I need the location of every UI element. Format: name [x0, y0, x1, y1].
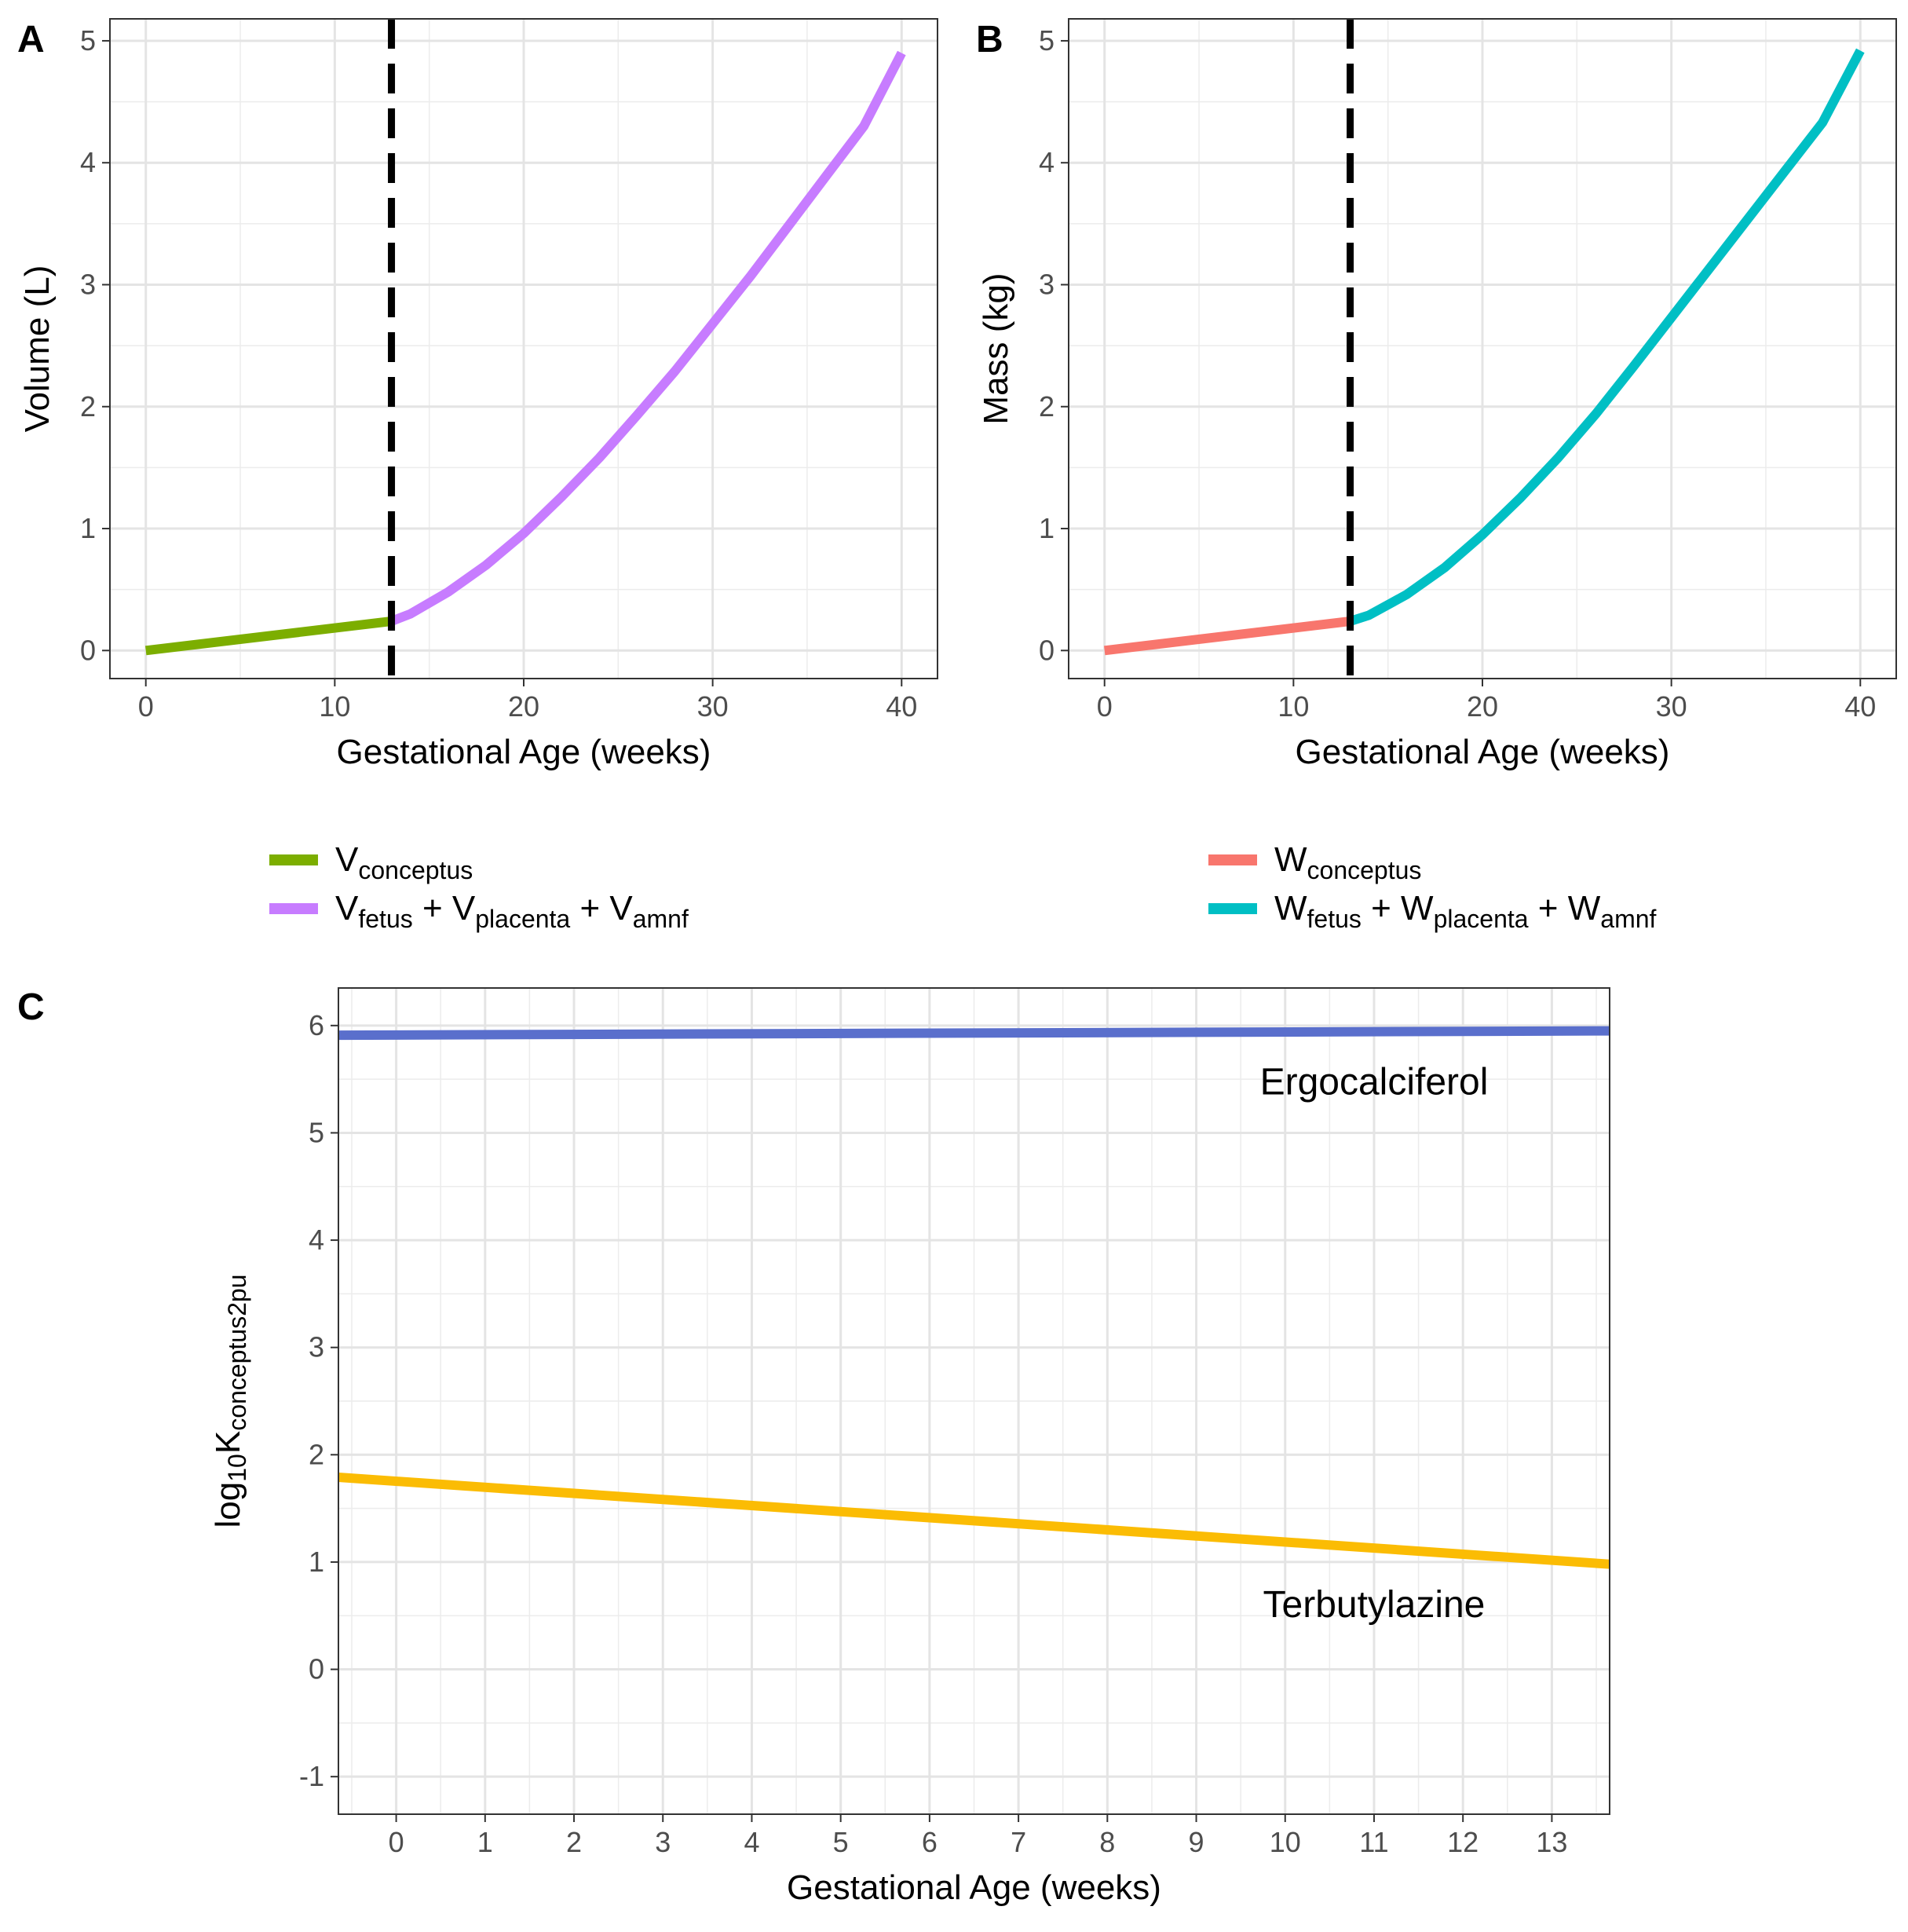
series-label-ergocalciferol: Ergocalciferol [1260, 1062, 1489, 1103]
series-line-vconceptus [144, 617, 393, 656]
series-line-wfetus [1348, 48, 1865, 626]
x-axis-title: Gestational Age (weeks) [1296, 733, 1670, 771]
x-tick-label: 1 [477, 1826, 493, 1858]
y-axis-title: Mass (kg) [977, 273, 1015, 424]
series-line-ergocalciferol [338, 1026, 1610, 1041]
subscript-text: amnf [633, 905, 689, 933]
subscript-text: fetus [358, 905, 412, 933]
y-tick-label: 4 [80, 146, 96, 178]
x-tick-label: 3 [655, 1826, 671, 1858]
x-axis-title: Gestational Age (weeks) [337, 733, 711, 771]
label-text: + V [413, 889, 476, 928]
panel-b-plot: 0 10 20 30 40 0 1 2 3 4 5 Gestational Age (weeks) Ma… [977, 18, 1897, 771]
x-tick-label: 7 [1011, 1826, 1026, 1858]
y-tick-label: 2 [80, 390, 96, 423]
x-tick-label: 13 [1536, 1826, 1567, 1858]
x-tick-label: 0 [138, 690, 154, 723]
x-tick-label: 0 [389, 1826, 404, 1858]
y-axis-title: Volume (L) [18, 265, 57, 433]
y-tick-label: 5 [1039, 24, 1055, 57]
x-tick-label: 11 [1359, 1826, 1388, 1858]
label-text: + W [1362, 889, 1434, 928]
y-tick-label: 0 [1039, 634, 1055, 666]
subscript-text: placenta [1434, 905, 1529, 933]
y-tick-label: 5 [309, 1116, 324, 1148]
y-axis-title: log10Kconceptus2pu [209, 1275, 251, 1528]
x-tick-label: 40 [1844, 690, 1876, 723]
subscript-text: fetus [1307, 905, 1362, 933]
legend-label-1: Vconceptus [335, 840, 473, 884]
label-text: V [335, 889, 359, 928]
y-tick-label: 2 [309, 1438, 324, 1470]
panel-b: B 0 10 20 30 40 0 1 2 3 4 5 Gestational Age (weeks)… [976, 18, 1897, 933]
y-tick-label: 3 [309, 1331, 324, 1363]
y-tick-label: 3 [1039, 268, 1055, 300]
x-tick-label: 12 [1447, 1826, 1479, 1858]
panel-a-plot: 0 10 20 30 40 0 1 2 3 4 5 Gestational Age (weeks) Vo… [18, 18, 938, 771]
subscript-text: 10 [223, 1454, 251, 1482]
x-tick-label: 10 [1270, 1826, 1301, 1858]
panel-b-tag: B [976, 19, 1003, 60]
x-axis-title: Gestational Age (weeks) [787, 1868, 1161, 1907]
x-tick-label: 8 [1099, 1826, 1115, 1858]
x-tick-label: 0 [1097, 690, 1113, 723]
subscript-text: conceptus2pu [223, 1275, 251, 1431]
x-tick-label: 4 [744, 1826, 759, 1858]
y-tick-label: 3 [80, 268, 96, 300]
x-tick-label: 5 [833, 1826, 849, 1858]
x-tick-label: 30 [1656, 690, 1687, 723]
legend-label-2: Wfetus + Wplacenta + Wamnf [1274, 889, 1657, 933]
panel-a: A 0 10 20 30 40 0 1 2 3 4 5 Gestational Age (weeks)… [17, 18, 938, 933]
series-line-terbutylazine [338, 1473, 1610, 1569]
label-text: log [209, 1482, 247, 1528]
label-text: V [335, 840, 359, 879]
x-tick-label: 40 [886, 690, 917, 723]
label-text: K [209, 1431, 247, 1454]
panel-a-tag: A [17, 19, 45, 60]
y-tick-label: 0 [80, 634, 96, 666]
subscript-text: placenta [475, 905, 570, 933]
x-tick-label: 6 [922, 1826, 938, 1858]
y-tick-label: 0 [309, 1653, 324, 1685]
x-tick-label: 20 [1467, 690, 1498, 723]
subscript-text: conceptus [1307, 856, 1422, 884]
series-line-wconceptus [1103, 617, 1351, 656]
x-tick-label: 30 [697, 690, 729, 723]
x-tick-label: 10 [1277, 690, 1309, 723]
y-tick-label: 4 [309, 1224, 324, 1256]
y-tick-label: -1 [299, 1760, 324, 1792]
y-tick-label: 1 [309, 1546, 324, 1578]
x-tick-label: 20 [508, 690, 539, 723]
series-line-vfetus [389, 50, 906, 626]
x-tick-label: 2 [566, 1826, 582, 1858]
x-tick-label: 10 [319, 690, 350, 723]
y-tick-label: 5 [80, 24, 96, 57]
legend-label-1: Wconceptus [1274, 840, 1421, 884]
y-tick-label: 1 [1039, 512, 1055, 544]
series-label-terbutylazine: Terbutylazine [1263, 1584, 1486, 1626]
label-text: W [1274, 889, 1307, 928]
label-text: + V [570, 889, 633, 928]
legend-label-2: Vfetus + Vplacenta + Vamnf [335, 889, 689, 933]
subscript-text: conceptus [358, 856, 473, 884]
y-tick-label: 1 [80, 512, 96, 544]
x-tick-label: 9 [1189, 1826, 1204, 1858]
y-tick-label: 6 [309, 1009, 324, 1041]
plot-border [338, 987, 1610, 1815]
y-tick-label: 2 [1039, 390, 1055, 423]
y-tick-label: 4 [1039, 146, 1055, 178]
label-text: W [1274, 840, 1307, 879]
label-text: + W [1529, 889, 1601, 928]
panel-c-tag: C [17, 986, 45, 1028]
subscript-text: amnf [1600, 905, 1656, 933]
